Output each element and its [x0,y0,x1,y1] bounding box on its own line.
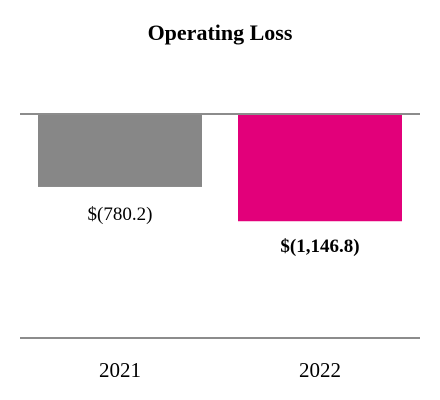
chart-title: Operating Loss [148,20,293,45]
bars-layer [38,114,402,222]
x-tick-label-2022: 2022 [299,358,341,382]
bar-2021 [38,114,202,187]
bar-2022 [238,114,402,222]
data-label-2021: $(780.2) [88,204,153,225]
x-tick-labels-layer: 2021 2022 [99,358,341,382]
data-label-2022: $(1,146.8) [280,236,359,257]
x-tick-label-2021: 2021 [99,358,141,382]
data-labels-layer: $(780.2) $(1,146.8) [88,204,360,257]
